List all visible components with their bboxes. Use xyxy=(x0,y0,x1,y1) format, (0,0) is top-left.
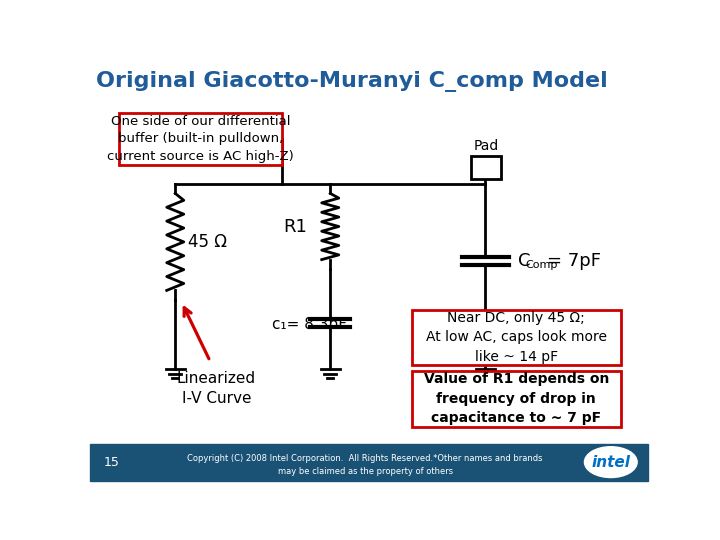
Bar xyxy=(90,444,648,481)
Text: Near DC, only 45 Ω;
At low AC, caps look more
like ~ 14 pF: Near DC, only 45 Ω; At low AC, caps look… xyxy=(426,311,607,364)
Text: intel: intel xyxy=(591,455,630,470)
Text: Pad: Pad xyxy=(474,139,499,153)
Text: Original Giacotto-Muranyi C_comp Model: Original Giacotto-Muranyi C_comp Model xyxy=(96,71,608,92)
Text: Copyright (C) 2008 Intel Corporation.  All Rights Reserved.*Other names and bran: Copyright (C) 2008 Intel Corporation. Al… xyxy=(187,455,543,476)
Text: Linearized
I-V Curve: Linearized I-V Curve xyxy=(177,372,256,406)
Bar xyxy=(412,372,621,427)
Bar xyxy=(472,156,500,179)
Text: Comp: Comp xyxy=(526,260,558,270)
Text: One side of our differential
buffer (built-in pulldown,
current source is AC hig: One side of our differential buffer (bui… xyxy=(107,114,294,163)
Text: 15: 15 xyxy=(104,456,120,469)
Text: Value of R1 depends on
frequency of drop in
capacitance to ~ 7 pF: Value of R1 depends on frequency of drop… xyxy=(423,373,609,426)
Text: = 7pF: = 7pF xyxy=(547,252,601,270)
Text: c₁= 8.3pF: c₁= 8.3pF xyxy=(272,317,347,332)
FancyArrowPatch shape xyxy=(184,308,209,359)
Bar xyxy=(120,112,282,165)
Text: C: C xyxy=(518,252,531,270)
Ellipse shape xyxy=(585,447,637,477)
Text: R1: R1 xyxy=(284,218,307,235)
Text: 45 Ω: 45 Ω xyxy=(188,233,227,251)
Bar xyxy=(412,309,621,365)
